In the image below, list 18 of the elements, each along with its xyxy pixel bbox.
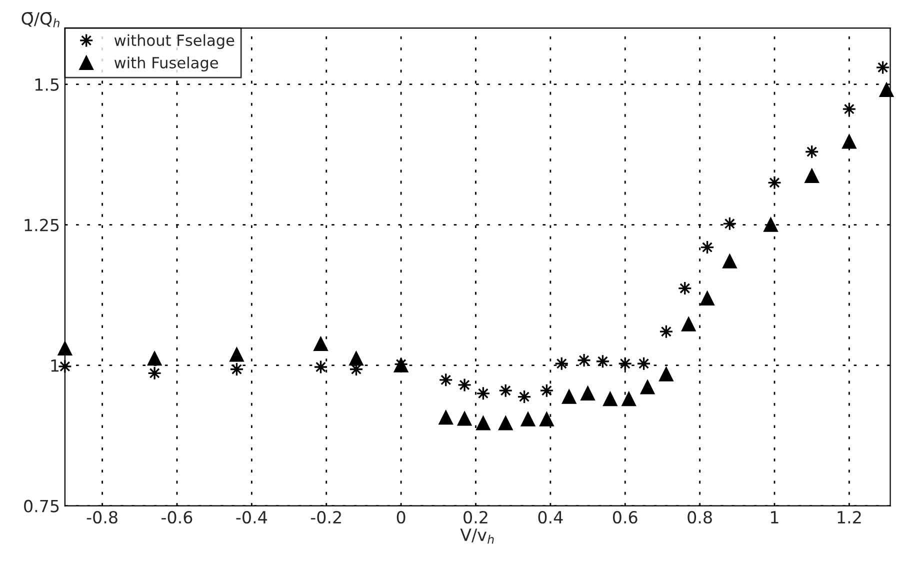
x-tick-label: -0.8 — [86, 510, 118, 524]
x-tick-label: -0.4 — [236, 510, 267, 524]
x-tick-label: 1 — [771, 511, 778, 524]
x-tick-label: 0.8 — [688, 510, 712, 524]
x-tick-label: 0 — [396, 510, 406, 524]
x-tick-label: 0.2 — [464, 510, 488, 524]
legend-label: with Fuselage — [114, 56, 218, 72]
y-tick-label: 1 — [51, 359, 59, 372]
x-tick-label: 0.4 — [538, 510, 563, 524]
x-tick-label: 0.6 — [612, 510, 638, 524]
x-tick-label: -0.2 — [310, 510, 341, 524]
x-tick-label: 1.2 — [838, 510, 861, 524]
y-tick-label: 0.75 — [24, 500, 59, 512]
y-tick-label: 1.25 — [24, 218, 59, 232]
x-axis-title: V/v$_{h}$ — [460, 528, 494, 544]
x-tick-label: -0.6 — [162, 510, 192, 524]
y-axis-title: Q̄/Q̄$_{h}$ — [22, 12, 60, 28]
y-tick-label: 1.5 — [35, 78, 59, 91]
